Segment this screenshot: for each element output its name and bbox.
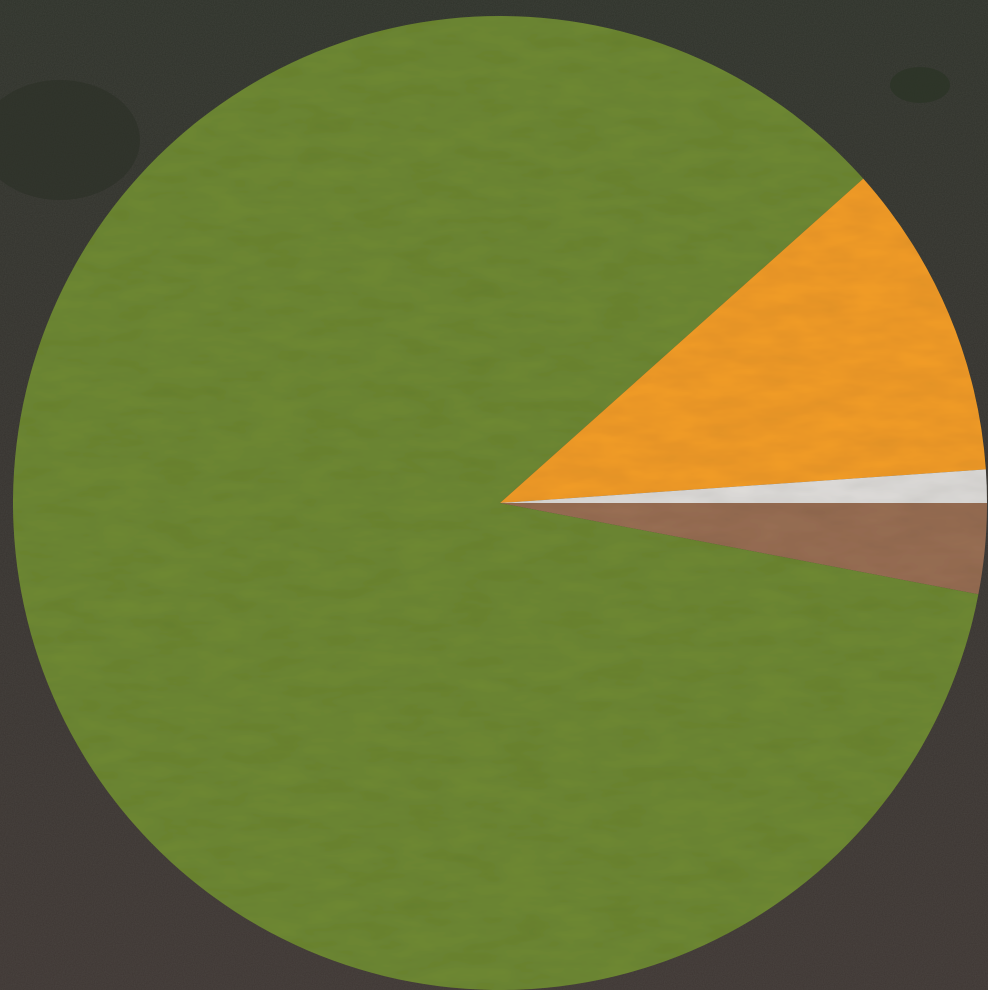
- pie-slices: [12, 15, 987, 990]
- pie-slice-3: [500, 178, 986, 503]
- pie-slice-1: [500, 503, 987, 595]
- pie-slice-4: [500, 469, 987, 503]
- pie-slice-2: [12, 15, 979, 990]
